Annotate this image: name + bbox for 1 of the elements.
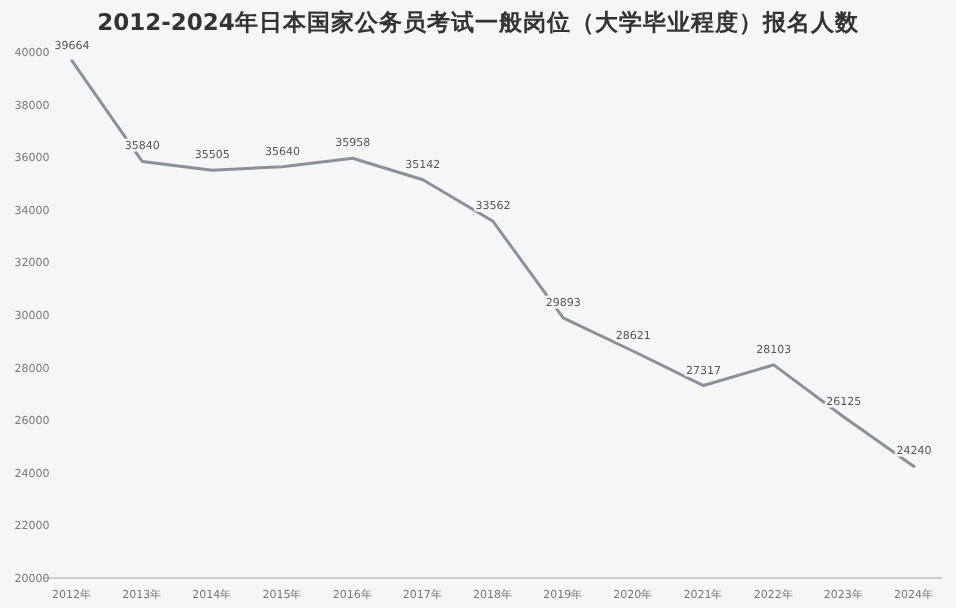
chart-title: 2012-2024年日本国家公务员考试一般岗位（大学毕业程度）报名人数 bbox=[97, 8, 861, 36]
